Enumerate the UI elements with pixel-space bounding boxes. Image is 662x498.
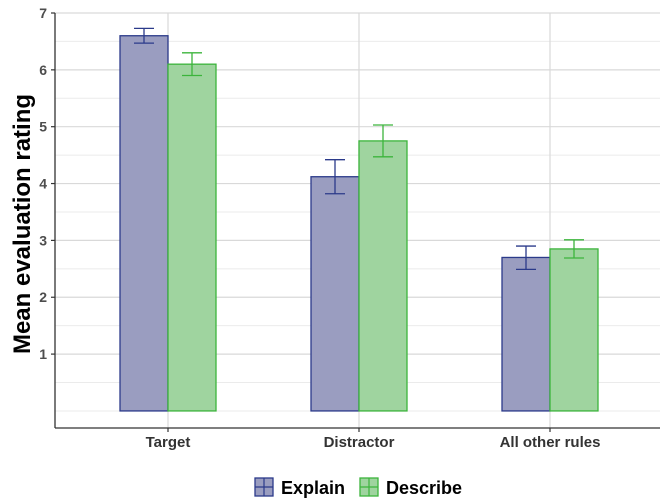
y-tick-label: 4 <box>39 176 47 192</box>
x-tick-label: All other rules <box>500 434 601 451</box>
bar-describe-0 <box>167 63 217 412</box>
y-axis-title: Mean evaluation rating <box>9 94 36 354</box>
y-tick-label: 7 <box>39 5 47 21</box>
x-tick-labels: Target Distractor All other rules <box>146 434 601 451</box>
y-tick-labels: 1 2 3 4 5 6 7 <box>39 5 47 362</box>
y-tick-label: 1 <box>39 346 47 362</box>
bar-explain-0 <box>119 35 169 412</box>
x-tick-label: Distractor <box>324 434 395 451</box>
legend-label-describe: Describe <box>386 478 462 498</box>
bar-describe-1 <box>358 140 408 412</box>
axes <box>51 12 660 432</box>
bar-describe-2 <box>549 248 599 412</box>
y-tick-label: 5 <box>39 119 47 135</box>
x-tick-label: Target <box>146 434 191 451</box>
y-tick-label: 6 <box>39 62 47 78</box>
legend-label-explain: Explain <box>281 478 345 498</box>
bar-explain-2 <box>501 256 551 412</box>
y-tick-label: 3 <box>39 232 47 248</box>
error-bars <box>134 27 584 271</box>
y-tick-label: 2 <box>39 289 47 305</box>
bar-explain-1 <box>310 176 360 412</box>
legend: Explain Describe <box>254 477 462 498</box>
bars <box>119 35 599 412</box>
